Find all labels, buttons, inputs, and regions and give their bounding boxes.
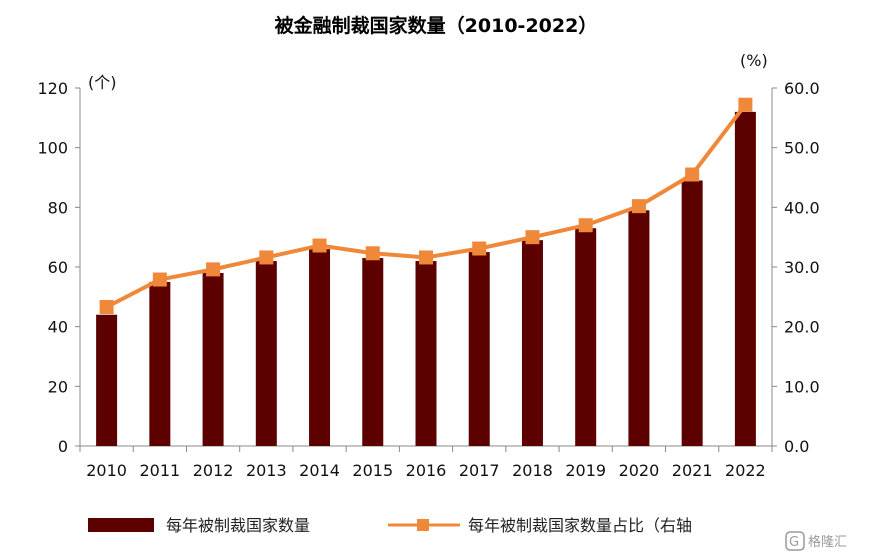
line-point <box>152 272 167 287</box>
x-tick-label: 2021 <box>672 461 713 480</box>
x-tick-label: 2015 <box>352 461 393 480</box>
line-point <box>365 246 380 261</box>
line-point <box>631 199 646 214</box>
right-tick-label: 40.0 <box>784 198 820 217</box>
line-point <box>738 97 753 112</box>
chart-title: 被金融制裁国家数量（2010-2022） <box>275 14 598 37</box>
legend-bar-swatch <box>88 518 154 532</box>
line-point <box>99 299 114 314</box>
x-tick-label: 2018 <box>512 461 553 480</box>
bar <box>96 314 118 446</box>
bar <box>734 111 756 446</box>
bar <box>415 261 437 446</box>
left-tick-label: 100 <box>37 139 68 158</box>
right-axis-unit: (%) <box>740 51 768 70</box>
x-tick-label: 2020 <box>619 461 660 480</box>
x-tick-label: 2013 <box>246 461 287 480</box>
bar <box>149 281 171 446</box>
right-tick-label: 10.0 <box>784 377 820 396</box>
bar <box>521 240 543 446</box>
line-point <box>578 218 593 233</box>
x-tick-label: 2022 <box>725 461 766 480</box>
left-tick-label: 20 <box>48 377 68 396</box>
bar <box>202 272 224 446</box>
right-tick-label: 60.0 <box>784 79 820 98</box>
watermark-logo-glyph: G <box>789 535 799 550</box>
x-tick-label: 2011 <box>139 461 180 480</box>
line-point <box>472 241 487 256</box>
x-tick-label: 2016 <box>406 461 447 480</box>
left-tick-label: 40 <box>48 318 68 337</box>
bar-series <box>96 111 756 446</box>
bar <box>575 228 597 446</box>
bar <box>628 210 650 446</box>
left-tick-label: 0 <box>58 437 68 456</box>
x-tick-label: 2019 <box>565 461 606 480</box>
tick-labels: 0 20 40 60 80 100 120 0.0 10.0 20.0 30.0 40.0 50.0 60… <box>37 79 819 480</box>
legend: 每年被制裁国家数量 每年被制裁国家数量占比（右轴 <box>88 516 692 535</box>
bar <box>309 249 331 446</box>
watermark: G 格隆汇 <box>785 531 847 551</box>
x-tick-label: 2012 <box>193 461 234 480</box>
line-point <box>525 230 540 245</box>
bar <box>468 252 490 446</box>
bar <box>255 261 277 446</box>
line-point <box>312 238 327 253</box>
x-tick-label: 2010 <box>86 461 127 480</box>
watermark-logo-icon <box>785 531 805 551</box>
left-tick-label: 120 <box>37 79 68 98</box>
legend-bar-label: 每年被制裁国家数量 <box>166 516 310 535</box>
right-tick-label: 50.0 <box>784 139 820 158</box>
legend-line-label: 每年被制裁国家数量占比（右轴 <box>468 516 692 535</box>
line-point <box>685 167 700 182</box>
bar <box>681 180 703 446</box>
line-series <box>99 97 753 314</box>
watermark-text: 格隆汇 <box>808 534 847 550</box>
legend-line-marker <box>417 519 429 531</box>
right-tick-label: 20.0 <box>784 318 820 337</box>
right-tick-label: 30.0 <box>784 258 820 277</box>
line-point <box>259 250 274 265</box>
bar <box>362 258 384 446</box>
left-axis-unit: (个) <box>88 73 117 92</box>
x-tick-label: 2017 <box>459 461 500 480</box>
right-tick-label: 0.0 <box>784 437 809 456</box>
x-tick-label: 2014 <box>299 461 340 480</box>
line-point <box>419 250 433 265</box>
left-tick-label: 60 <box>48 258 68 277</box>
left-tick-label: 80 <box>48 198 68 217</box>
line-point <box>206 262 221 277</box>
